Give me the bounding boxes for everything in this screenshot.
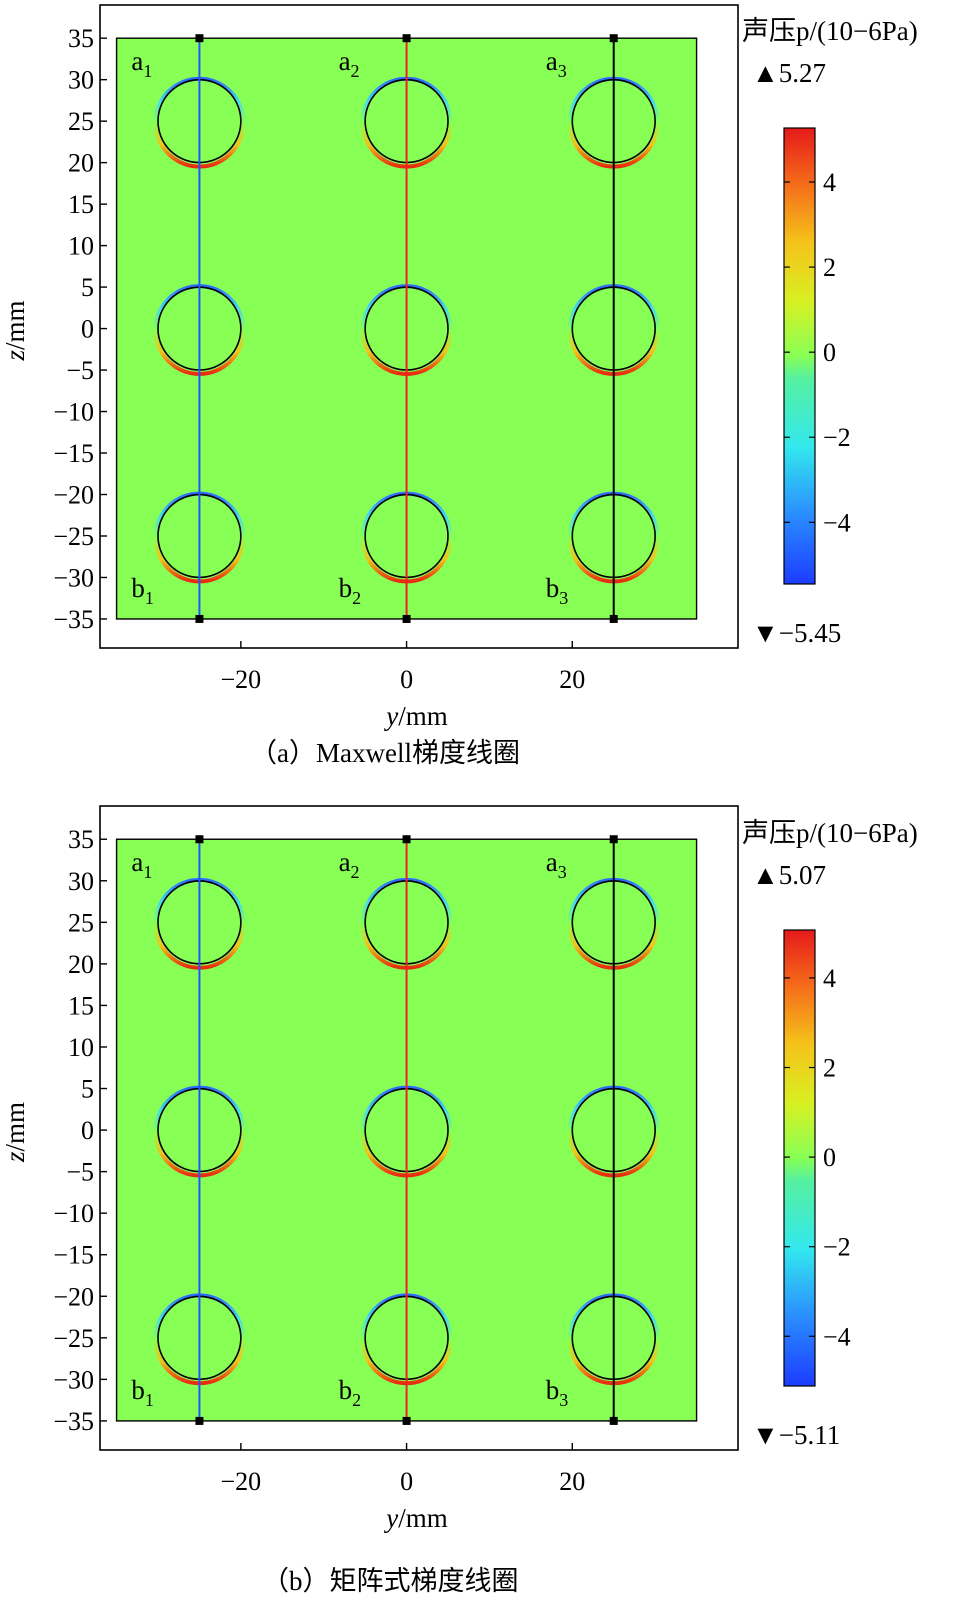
panel-b: a1b1a2b2a3b335302520151050−5−10−15−20−25…: [0, 805, 918, 1596]
y-tick-label: −30: [53, 563, 94, 592]
y-tick-label: 0: [81, 1116, 94, 1145]
caption-a: （a）Maxwell梯度线圈: [250, 738, 520, 768]
label-subscript: 2: [351, 862, 360, 882]
x-axis-unit: /mm: [398, 701, 448, 731]
max-value-label-b: ▲5.07: [752, 860, 826, 890]
colorbar-tick-label: 4: [823, 964, 836, 993]
x-axis-unit: /mm: [398, 1503, 448, 1533]
colorbar-tick-label: 2: [823, 253, 836, 282]
label-subscript: 3: [558, 862, 567, 882]
x-axis-var: y: [383, 701, 398, 731]
label-subscript: 3: [558, 61, 567, 81]
label-subscript: 1: [145, 588, 154, 608]
colorbar: [783, 127, 816, 585]
colorbar: [783, 929, 816, 1387]
y-tick-label: −5: [66, 1158, 94, 1187]
line-end-marker: [195, 614, 204, 623]
y-tick-label: 25: [68, 107, 94, 136]
min-value-label-b: ▼−5.11: [752, 1420, 840, 1450]
colorbar-title-b: 声压p/(10−6Pa): [742, 818, 918, 848]
line-end-marker: [402, 835, 411, 844]
label-subscript: 2: [352, 1390, 361, 1410]
colorbar-tick-label: −4: [823, 508, 851, 537]
y-axis-var: z: [0, 1151, 30, 1163]
x-tick-label: −20: [221, 1467, 262, 1496]
line-end-marker: [402, 1416, 411, 1425]
line-end-marker: [609, 1416, 618, 1425]
y-tick-label: 25: [68, 908, 94, 937]
max-value-label-a: ▲5.27: [752, 58, 826, 88]
y-tick-label: 5: [81, 273, 94, 302]
y-tick-label: −10: [53, 1199, 94, 1228]
y-tick-label: −5: [66, 356, 94, 385]
x-tick-label: −20: [221, 665, 262, 694]
min-value-label-a: ▼−5.45: [752, 618, 841, 648]
y-tick-label: 35: [68, 825, 94, 854]
colorbar-tick-label: 0: [823, 338, 836, 367]
x-axis-label: y/mm: [383, 701, 448, 731]
plot-area-a: a1b1a2b2a3b335302520151050−5−10−15−20−25…: [0, 4, 851, 731]
line-end-marker: [195, 34, 204, 43]
y-tick-label: −20: [53, 481, 94, 510]
y-tick-label: −10: [53, 398, 94, 427]
panel-a: a1b1a2b2a3b335302520151050−5−10−15−20−25…: [0, 4, 918, 768]
line-end-marker: [609, 614, 618, 623]
y-axis-var: z: [0, 350, 30, 362]
colorbar-tick-label: −2: [823, 1233, 851, 1262]
colorbar-tick-label: −2: [823, 423, 851, 452]
line-end-marker: [609, 34, 618, 43]
y-tick-label: −20: [53, 1282, 94, 1311]
y-tick-label: 5: [81, 1075, 94, 1104]
y-tick-label: −15: [53, 1241, 94, 1270]
x-tick-label: 0: [400, 1467, 413, 1496]
y-tick-label: 20: [68, 149, 94, 178]
x-axis-label: y/mm: [383, 1503, 448, 1533]
y-tick-label: 30: [68, 867, 94, 896]
label-subscript: 2: [352, 588, 361, 608]
y-tick-label: 20: [68, 950, 94, 979]
x-tick-label: 20: [559, 1467, 585, 1496]
colorbar-tick-label: 4: [823, 168, 836, 197]
axes-frame: [99, 805, 739, 1451]
y-tick-label: 15: [68, 991, 94, 1020]
y-axis-label: z/mm: [0, 300, 30, 361]
x-tick-label: 0: [400, 665, 413, 694]
line-end-marker: [402, 614, 411, 623]
y-tick-label: −35: [53, 1407, 94, 1436]
y-tick-label: 30: [68, 66, 94, 95]
label-subscript: 1: [143, 61, 152, 81]
label-subscript: 2: [351, 61, 360, 81]
y-axis-unit: /mm: [0, 1102, 30, 1152]
label-subscript: 1: [143, 862, 152, 882]
y-tick-label: −15: [53, 439, 94, 468]
y-tick-label: 15: [68, 190, 94, 219]
y-tick-label: −30: [53, 1365, 94, 1394]
line-end-marker: [609, 835, 618, 844]
label-subscript: 3: [559, 588, 568, 608]
y-tick-label: 0: [81, 315, 94, 344]
line-end-marker: [195, 1416, 204, 1425]
y-tick-label: 35: [68, 24, 94, 53]
caption-b: （b）矩阵式梯度线圈: [262, 1566, 519, 1596]
y-tick-label: 10: [68, 232, 94, 261]
y-tick-label: −35: [53, 605, 94, 634]
colorbar-tick-label: −4: [823, 1322, 851, 1351]
colorbar-tick-label: 2: [823, 1054, 836, 1083]
colorbar-title-a: 声压p/(10−6Pa): [742, 16, 918, 46]
y-tick-label: −25: [53, 522, 94, 551]
y-axis-unit: /mm: [0, 300, 30, 350]
label-subscript: 1: [145, 1390, 154, 1410]
x-tick-label: 20: [559, 665, 585, 694]
y-axis-label: z/mm: [0, 1102, 30, 1163]
colorbar-tick-label: 0: [823, 1143, 836, 1172]
plot-area-b: a1b1a2b2a3b335302520151050−5−10−15−20−25…: [0, 805, 851, 1533]
y-tick-label: −25: [53, 1324, 94, 1353]
line-end-marker: [195, 835, 204, 844]
x-axis-var: y: [383, 1503, 398, 1533]
line-end-marker: [402, 34, 411, 43]
axes-frame: [99, 4, 739, 649]
y-tick-label: 10: [68, 1033, 94, 1062]
label-subscript: 3: [559, 1390, 568, 1410]
